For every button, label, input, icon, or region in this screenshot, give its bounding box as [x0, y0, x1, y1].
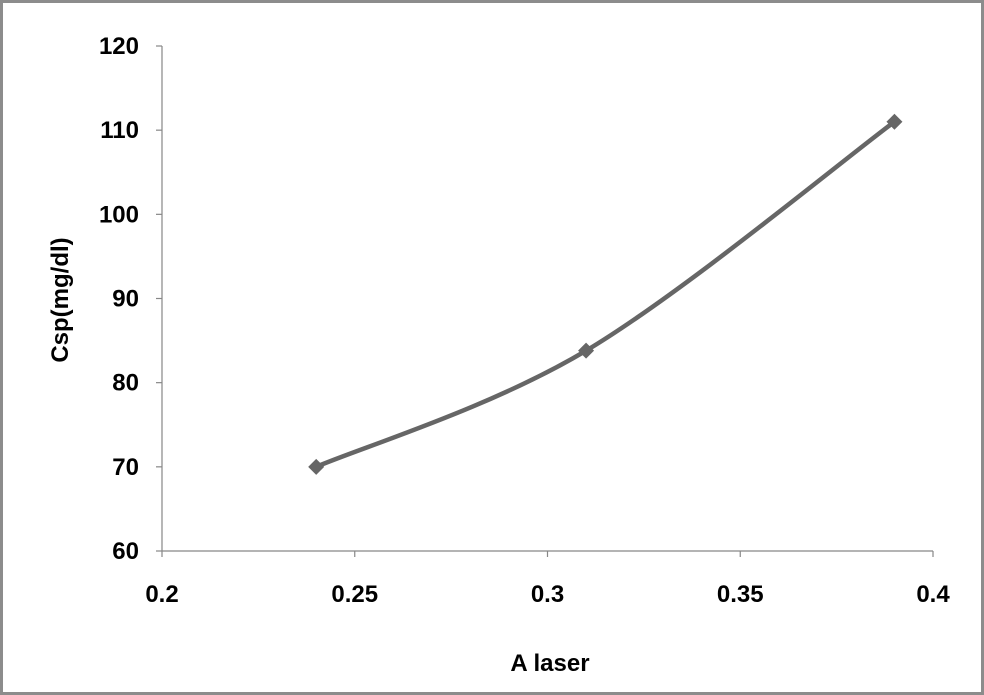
x-tick-label: 0.4	[916, 581, 950, 608]
data-point-marker	[308, 458, 325, 475]
y-tick-label: 100	[99, 201, 139, 228]
x-tick-label: 0.3	[531, 581, 564, 608]
y-tick-label: 70	[112, 454, 139, 481]
y-tick-label: 60	[112, 538, 139, 565]
data-point-marker	[886, 113, 903, 130]
series-line	[313, 119, 897, 470]
x-axis-title: A laser	[510, 650, 589, 677]
x-tick-label: 0.2	[145, 581, 178, 608]
tick-labels: 60 70 80 90 100 110 120 0.2 0.25 0.3 0.35 0.4	[99, 33, 950, 608]
x-tick-label: 0.35	[717, 581, 764, 608]
x-tick-label: 0.25	[331, 581, 378, 608]
series-group	[308, 113, 903, 475]
data-point-marker	[578, 342, 595, 359]
axes	[156, 45, 934, 557]
y-tick-label: 80	[112, 370, 139, 397]
y-tick-label: 90	[112, 286, 139, 313]
y-axis-title: Csp(mg/dl)	[47, 237, 74, 362]
y-tick-label: 110	[100, 117, 139, 144]
y-tick-label: 120	[99, 33, 139, 60]
